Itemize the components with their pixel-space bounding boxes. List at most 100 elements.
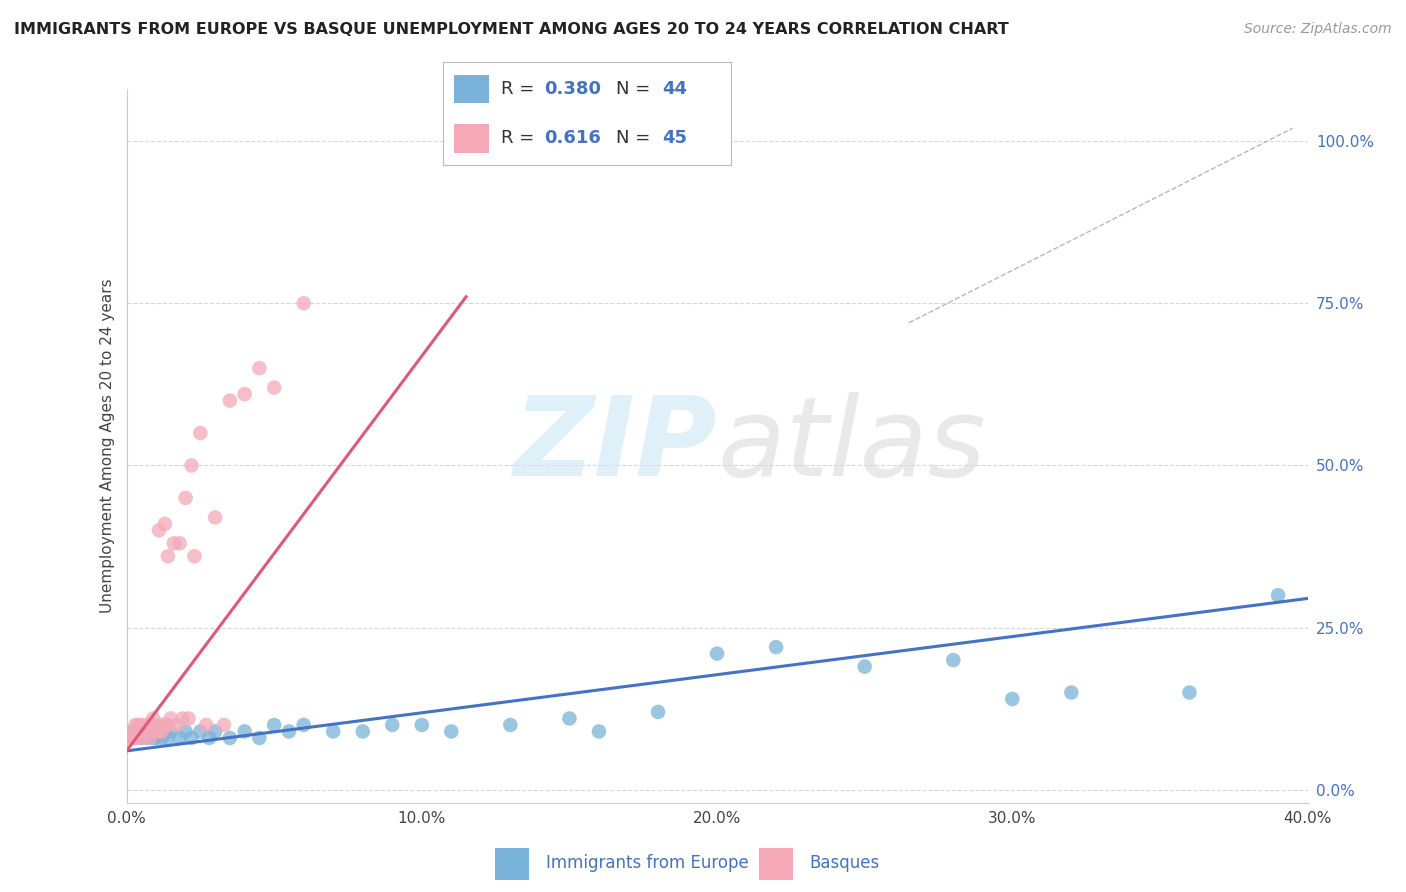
Point [233, 724, 256, 739]
Point [139, 718, 162, 732]
Point [198, 731, 221, 745]
Point [124, 718, 146, 732]
Point [183, 549, 205, 564]
FancyBboxPatch shape [454, 75, 489, 103]
Point [124, 731, 146, 745]
Point [121, 731, 143, 745]
Point [247, 361, 270, 376]
FancyBboxPatch shape [495, 848, 529, 880]
Point [148, 524, 170, 538]
Text: R =: R = [501, 79, 540, 97]
Point [174, 724, 197, 739]
Point [134, 724, 156, 739]
Point [1060, 685, 1083, 699]
Point [278, 724, 301, 739]
Point [129, 731, 153, 745]
Point [706, 647, 728, 661]
Text: IMMIGRANTS FROM EUROPE VS BASQUE UNEMPLOYMENT AMONG AGES 20 TO 24 YEARS CORRELAT: IMMIGRANTS FROM EUROPE VS BASQUE UNEMPLO… [14, 22, 1010, 37]
Point [142, 711, 165, 725]
Point [1178, 685, 1201, 699]
Y-axis label: Unemployment Among Ages 20 to 24 years: Unemployment Among Ages 20 to 24 years [100, 278, 115, 614]
Text: ZIP: ZIP [513, 392, 717, 500]
Point [263, 718, 285, 732]
Point [247, 731, 270, 745]
Point [127, 724, 149, 739]
Text: R =: R = [501, 128, 540, 147]
Point [150, 731, 173, 745]
Point [411, 718, 433, 732]
Point [195, 718, 218, 732]
Point [172, 711, 194, 725]
Point [440, 724, 463, 739]
Point [124, 731, 146, 745]
Text: 0.616: 0.616 [544, 128, 600, 147]
Point [166, 718, 188, 732]
Point [139, 724, 162, 739]
Text: 44: 44 [662, 79, 688, 97]
Point [204, 510, 226, 524]
Text: N =: N = [616, 128, 655, 147]
Point [180, 458, 202, 473]
Point [153, 724, 176, 739]
Point [118, 731, 141, 745]
Point [352, 724, 374, 739]
Point [169, 536, 191, 550]
Point [118, 731, 141, 745]
Point [292, 296, 315, 310]
Text: Immigrants from Europe: Immigrants from Europe [546, 854, 748, 872]
Point [177, 711, 200, 725]
Point [145, 731, 167, 745]
Point [219, 393, 242, 408]
Point [853, 659, 876, 673]
Point [156, 549, 179, 564]
Point [129, 718, 153, 732]
Point [148, 724, 170, 739]
Point [188, 425, 211, 440]
Point [136, 718, 159, 732]
Point [558, 711, 581, 725]
Point [148, 724, 170, 739]
Point [121, 724, 143, 739]
Point [219, 731, 242, 745]
Point [134, 724, 156, 739]
Point [1001, 692, 1024, 706]
Text: N =: N = [616, 79, 655, 97]
Point [1267, 588, 1289, 602]
Point [159, 711, 183, 725]
FancyBboxPatch shape [454, 124, 489, 153]
Point [145, 724, 167, 739]
Text: Basques: Basques [810, 854, 880, 872]
Point [153, 718, 176, 732]
Point [150, 724, 173, 739]
Point [136, 724, 159, 739]
Point [145, 718, 167, 732]
Point [588, 724, 610, 739]
Point [134, 724, 156, 739]
Point [647, 705, 669, 719]
Point [150, 718, 173, 732]
Point [263, 381, 285, 395]
Point [169, 731, 191, 745]
Point [139, 731, 162, 745]
Point [127, 724, 149, 739]
Point [159, 724, 183, 739]
Point [188, 724, 211, 739]
Point [136, 731, 159, 745]
Point [322, 724, 344, 739]
Text: 0.380: 0.380 [544, 79, 600, 97]
Text: Source: ZipAtlas.com: Source: ZipAtlas.com [1244, 22, 1392, 37]
Point [204, 724, 226, 739]
Point [121, 724, 143, 739]
Point [180, 731, 202, 745]
Point [765, 640, 787, 654]
Point [129, 731, 153, 745]
Point [153, 516, 176, 531]
Point [381, 718, 404, 732]
Point [142, 731, 165, 745]
Point [499, 718, 522, 732]
Point [142, 724, 165, 739]
Point [174, 491, 197, 505]
Text: 45: 45 [662, 128, 688, 147]
Point [212, 718, 235, 732]
Point [942, 653, 965, 667]
